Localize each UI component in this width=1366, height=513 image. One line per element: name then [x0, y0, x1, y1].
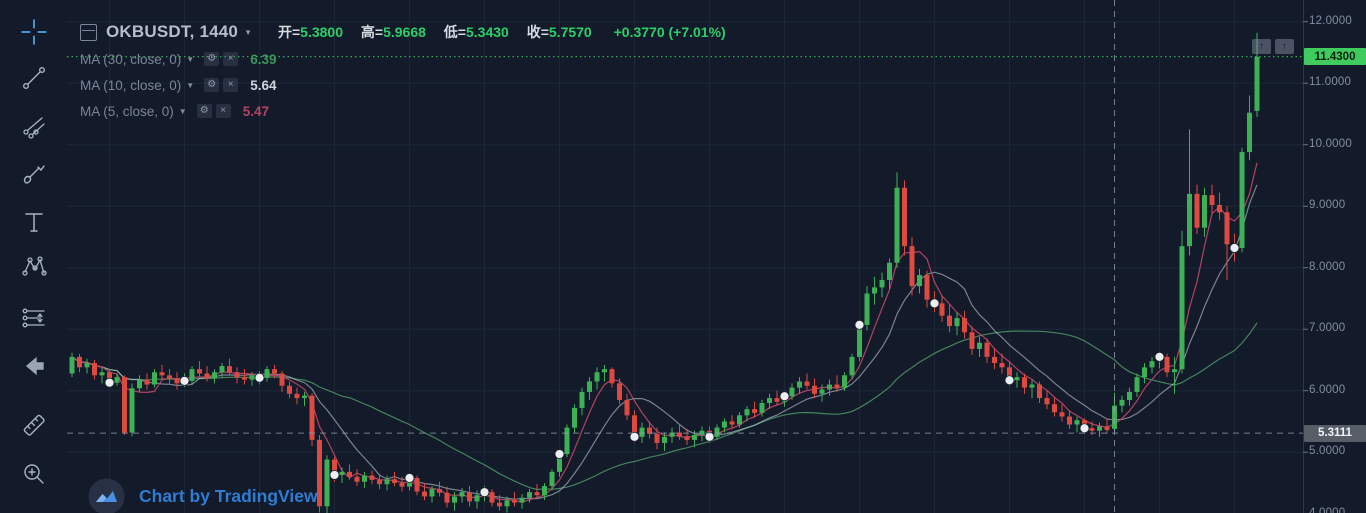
xabcd-pattern-tool[interactable]: [18, 252, 50, 284]
forecast-tool[interactable]: [18, 302, 50, 334]
high-value: 5.9668: [383, 24, 426, 40]
close-value: 5.7570: [548, 24, 592, 40]
indicator-close-button[interactable]: ×: [223, 78, 239, 92]
zoom-in-tool[interactable]: [18, 458, 50, 490]
scale-scroll-up-button[interactable]: ↑: [1252, 39, 1271, 54]
back-arrow-tool[interactable]: [18, 350, 50, 382]
crosshair-price-badge: 5.3111: [1304, 424, 1366, 442]
chevron-down-icon[interactable]: ▼: [186, 54, 195, 64]
last-price-badge: 11.4300: [1304, 48, 1366, 66]
tradingview-logo-icon: [88, 478, 125, 513]
watermark-text: Chart by TradingView: [139, 486, 318, 506]
trend-line-icon: [23, 67, 46, 90]
price-axis-tick: 8.0000: [1309, 260, 1346, 273]
arrow-up-icon: ↑: [1282, 41, 1287, 52]
indicator-close-button[interactable]: ×: [223, 52, 239, 66]
ma10-value: 5.64: [250, 77, 277, 93]
arrow-left-icon: [25, 356, 44, 376]
indicator-settings-button[interactable]: ⚙: [204, 78, 220, 92]
price-axis[interactable]: 12.0000 11.0000 10.0000 9.0000 8.0000 7.0000 6…: [1309, 0, 1366, 513]
indicator-settings-button[interactable]: ⚙: [204, 52, 220, 66]
ma30-value: 6.39: [250, 51, 277, 67]
price-axis-tick: 10.0000: [1309, 137, 1352, 150]
xabcd-pattern-icon: [22, 256, 47, 276]
price-axis-tick: 7.0000: [1309, 322, 1346, 335]
price-axis-tick: 4.0000: [1309, 506, 1346, 513]
interval-flag-icon: [80, 23, 97, 41]
crosshair-icon: [21, 19, 47, 45]
indicator-row-ma10[interactable]: MA (10, close, 0) ▼ ⚙ × 5.64: [80, 77, 277, 93]
indicator-close-button[interactable]: ×: [215, 104, 231, 118]
crosshair-tool[interactable]: [18, 16, 50, 48]
price-axis-tick: 12.0000: [1309, 14, 1352, 27]
brush-icon: [23, 165, 45, 184]
measure-tool[interactable]: [18, 409, 50, 441]
low-value: 5.3430: [465, 24, 509, 40]
trend-line-tool[interactable]: [18, 62, 50, 94]
price-axis-tick: 6.0000: [1309, 383, 1346, 396]
drawing-toolbar: [0, 0, 67, 513]
indicator-row-ma30[interactable]: MA (30, close, 0) ▼ ⚙ × 6.39: [80, 51, 277, 67]
indicator-row-ma5[interactable]: MA (5, close, 0) ▼ ⚙ × 5.47: [80, 103, 269, 119]
gann-fibonacci-tool[interactable]: [18, 112, 50, 144]
scale-scroll-up-button[interactable]: ↑: [1275, 39, 1294, 54]
symbol-row[interactable]: OKBUSDT, 1440 ▼ 开=5.3800 高=5.9668 低=5.34…: [80, 18, 726, 46]
brush-tool[interactable]: [18, 158, 50, 190]
price-axis-tick: 11.0000: [1309, 76, 1352, 89]
ruler-icon: [23, 414, 45, 436]
indicator-settings-button[interactable]: ⚙: [196, 104, 212, 118]
change-value: +0.3770 (+7.01%): [613, 24, 726, 40]
tradingview-watermark[interactable]: Chart by TradingView: [88, 478, 318, 513]
text-icon: [25, 213, 43, 232]
ma5-value: 5.47: [242, 103, 269, 119]
chevron-down-icon[interactable]: ▼: [178, 106, 187, 116]
ohlc-readout: 开=5.3800 高=5.9668 低=5.3430 收=5.7570 +0.3…: [277, 24, 726, 40]
arrow-up-icon: ↑: [1259, 41, 1264, 52]
chevron-down-icon[interactable]: ▼: [186, 80, 195, 90]
forecast-icon: [22, 308, 45, 328]
symbol-title[interactable]: OKBUSDT, 1440: [106, 22, 239, 41]
open-value: 5.3800: [300, 24, 343, 40]
price-axis-tick: 5.0000: [1309, 445, 1346, 458]
price-axis-tick: 9.0000: [1309, 199, 1346, 212]
zoom-in-icon: [24, 464, 44, 484]
chart-legend: OKBUSDT, 1440 ▼ 开=5.3800 高=5.9668 低=5.34…: [80, 18, 726, 124]
chevron-down-icon[interactable]: ▼: [244, 27, 252, 37]
gann-fibonacci-icon: [23, 117, 45, 139]
text-tool[interactable]: [18, 206, 50, 238]
